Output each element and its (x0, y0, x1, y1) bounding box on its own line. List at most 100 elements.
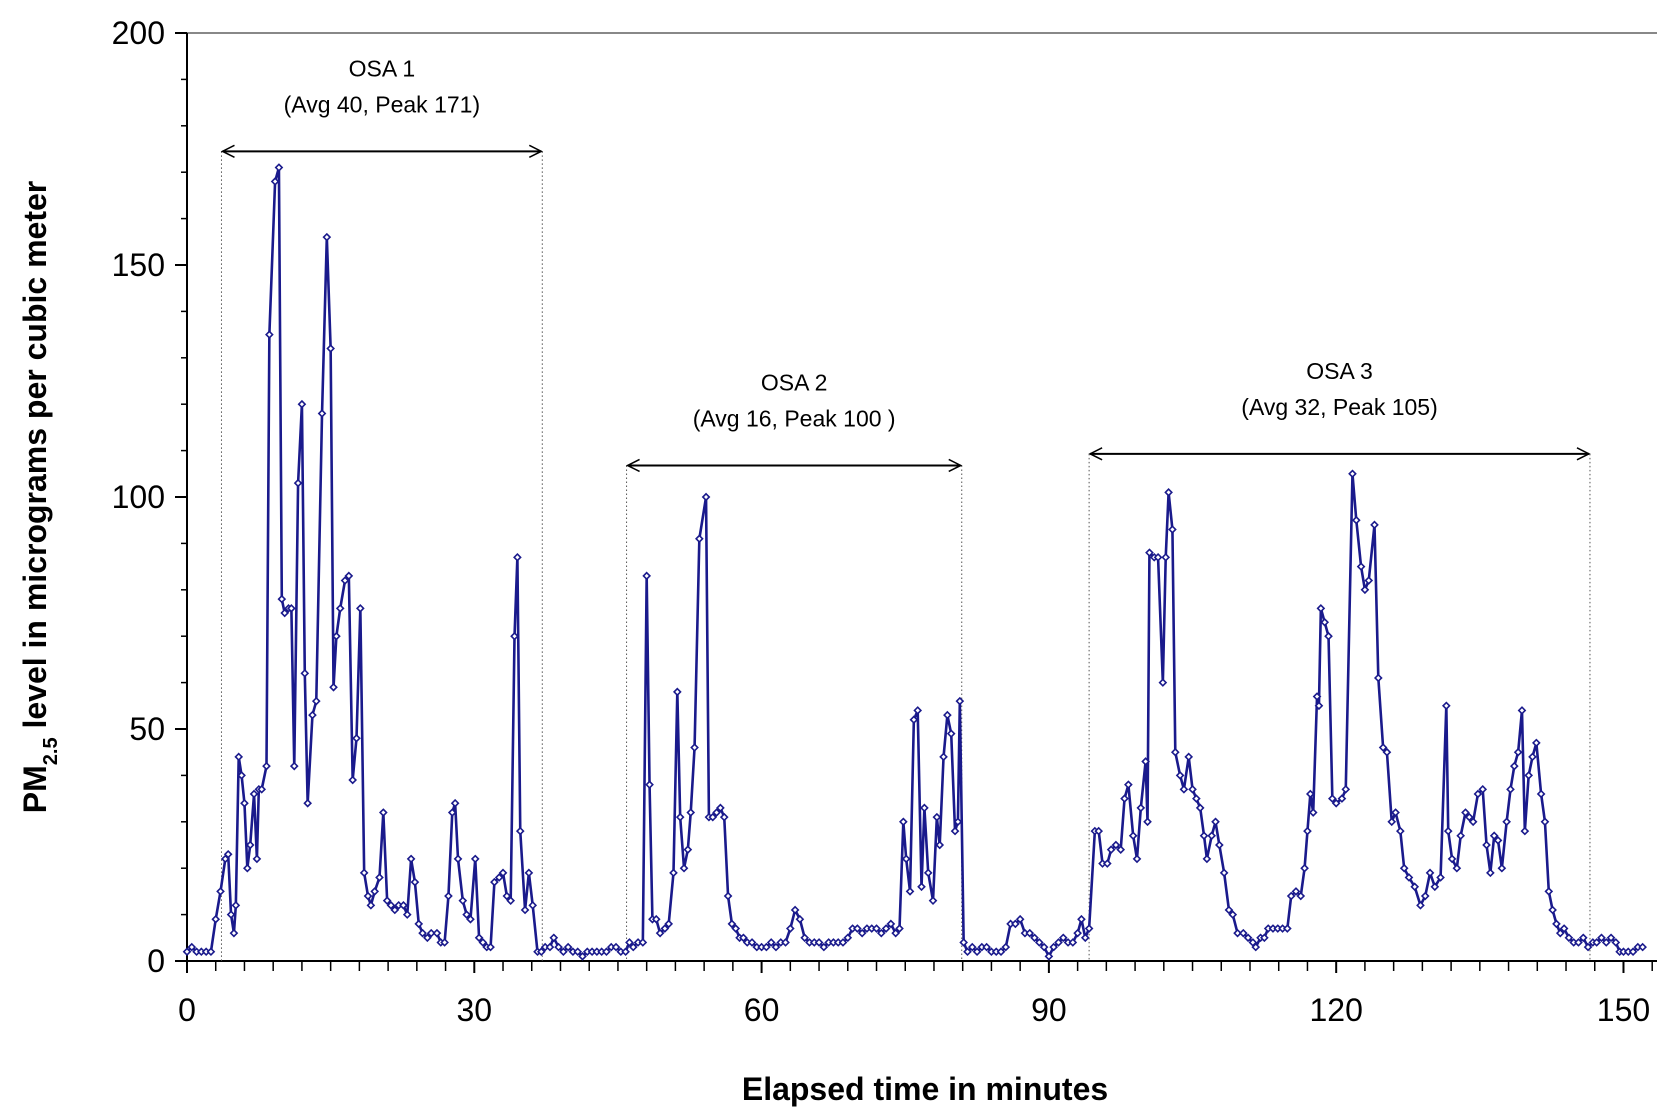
data-point (450, 798, 460, 808)
data-point (308, 710, 317, 720)
data-point (771, 942, 781, 952)
data-point (287, 604, 296, 613)
data-point (1497, 863, 1507, 873)
data-point (905, 887, 915, 896)
data-point (1153, 552, 1163, 562)
data-point (1199, 831, 1209, 841)
data-point (554, 942, 563, 952)
data-point (1116, 845, 1126, 854)
data-point (939, 752, 948, 762)
data-point (270, 177, 280, 186)
data-point (1597, 933, 1606, 943)
data-point (506, 896, 516, 906)
data-point (410, 877, 420, 887)
data-point (1559, 924, 1569, 933)
data-point (872, 924, 881, 933)
data-point (967, 942, 977, 952)
data-point (932, 812, 942, 822)
data-point (891, 928, 900, 938)
data-point (1175, 771, 1185, 780)
data-point (359, 868, 369, 878)
data-point (766, 938, 776, 947)
data-point (1215, 840, 1224, 850)
data-point (1478, 784, 1488, 794)
data-point (1464, 812, 1474, 822)
data-point (638, 938, 648, 947)
data-point (669, 868, 678, 878)
data-point (625, 938, 634, 947)
data-point (1025, 928, 1035, 938)
data-point (1468, 817, 1478, 827)
data-point (1164, 488, 1173, 497)
data-point (1443, 826, 1453, 836)
data-point (1084, 924, 1094, 933)
data-point (679, 863, 689, 873)
annotation-text: OSA 3 (1306, 358, 1372, 384)
data-point (1044, 952, 1054, 961)
data-point (628, 942, 638, 952)
data-point (223, 849, 233, 859)
data-point (262, 761, 271, 771)
data-point (1143, 817, 1152, 827)
data-point (1308, 808, 1318, 817)
data-point (510, 631, 519, 641)
data-point (1238, 928, 1248, 938)
data-point (898, 817, 908, 827)
data-point (1555, 928, 1565, 938)
data-point (838, 938, 848, 947)
data-point (1441, 701, 1451, 711)
data-point (1528, 752, 1537, 762)
data-point (426, 928, 436, 938)
data-point (1161, 552, 1171, 562)
data-point (414, 919, 424, 929)
data-point (1124, 780, 1133, 790)
data-point (1564, 933, 1574, 943)
data-point (378, 808, 388, 817)
data-point (1077, 914, 1086, 924)
data-point (515, 826, 525, 836)
data-point (520, 905, 530, 915)
x-tick-label: 0 (178, 992, 196, 1028)
data-point (621, 947, 630, 957)
data-point (1106, 845, 1116, 854)
data-point (935, 840, 945, 850)
data-point (950, 826, 960, 836)
data-point (923, 868, 933, 878)
data-point (920, 803, 929, 813)
data-point (719, 812, 729, 822)
data-point (675, 812, 685, 822)
data-point (332, 631, 341, 641)
data-point (913, 706, 923, 715)
data-point (953, 817, 963, 827)
data-point (1430, 882, 1440, 892)
data-point (1517, 706, 1527, 715)
data-point (800, 933, 810, 943)
data-point (701, 492, 711, 502)
data-point (280, 608, 290, 618)
x-axis-title: Elapsed time in minutes (742, 1071, 1108, 1107)
data-point (1410, 882, 1420, 892)
data-point (1447, 854, 1457, 864)
x-tick-label: 60 (744, 992, 780, 1028)
data-point (335, 604, 345, 613)
data-point (1286, 891, 1296, 901)
data-point (1128, 831, 1138, 841)
annotation-text: (Avg 32, Peak 105) (1241, 394, 1437, 420)
data-point (695, 534, 704, 544)
data-point (1373, 673, 1383, 683)
data-point (1219, 868, 1229, 878)
data-point (1141, 757, 1150, 766)
data-point (265, 330, 274, 339)
data-point (329, 682, 338, 692)
data-point (1011, 919, 1020, 929)
data-point (795, 914, 805, 924)
data-point (895, 924, 904, 933)
data-point (1328, 794, 1337, 803)
data-point (1145, 548, 1154, 558)
data-point (664, 919, 674, 929)
data-point (1364, 576, 1374, 585)
data-point (1283, 924, 1292, 933)
data-point (447, 808, 457, 817)
data-point (249, 789, 259, 799)
data-point (423, 933, 432, 943)
